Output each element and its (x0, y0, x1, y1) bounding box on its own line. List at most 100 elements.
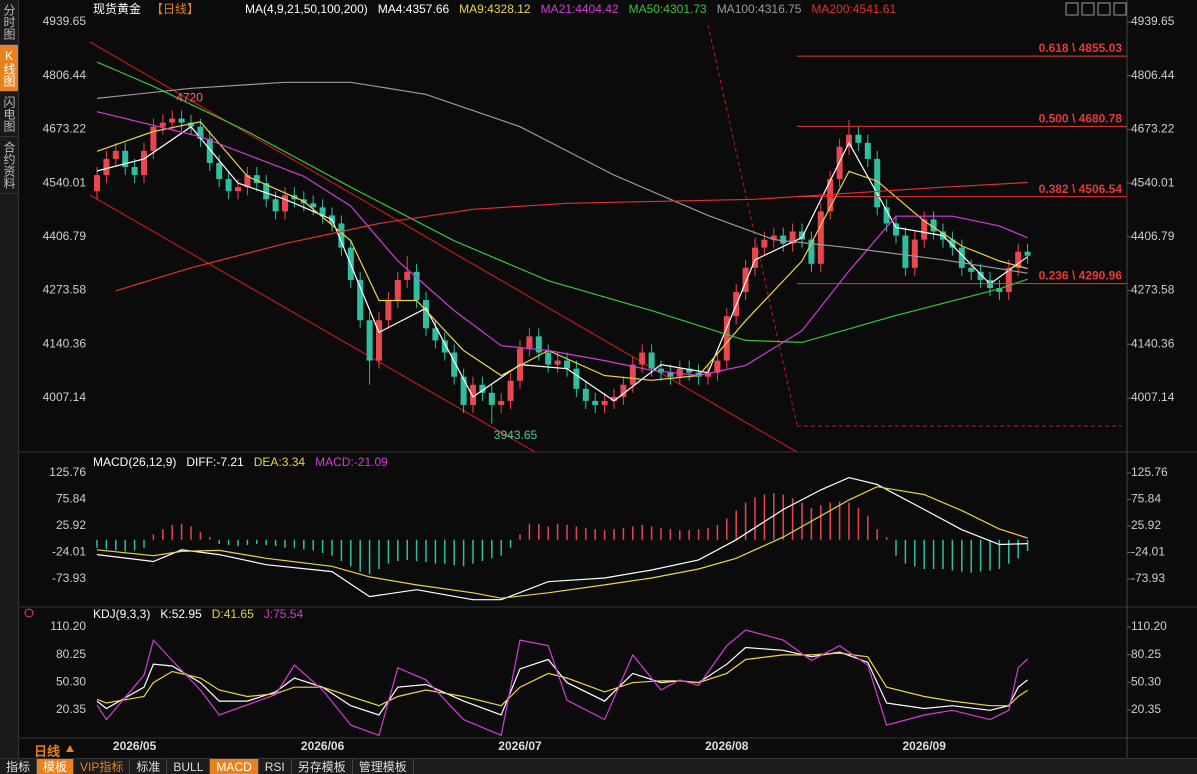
y-tick-label: 4673.22 (43, 122, 87, 136)
tool-button[interactable]: 管理模板 (353, 759, 414, 774)
candle-body (789, 231, 796, 244)
tab[interactable]: K线图 (0, 45, 18, 92)
legend-label: J:75.54 (264, 607, 304, 621)
candle-body (357, 279, 364, 321)
tool-button[interactable]: VIP指标 (74, 759, 131, 774)
candle-body (893, 223, 899, 236)
arrow-icon (66, 745, 74, 752)
line (96, 121, 1028, 381)
candle-body (338, 223, 345, 248)
candle-body (263, 183, 270, 200)
line (96, 81, 1028, 274)
icon[interactable] (1097, 2, 1111, 16)
candle-body (498, 400, 505, 405)
candle-body (423, 300, 429, 329)
candle-body (526, 336, 533, 349)
y-tick-label: 20.35 (56, 702, 86, 716)
legend-label: 现货黄金 (93, 1, 141, 16)
y-tick-label: -24.01 (52, 545, 86, 559)
period-label[interactable]: 日线 (34, 744, 61, 759)
chart: 4939.65 4939.65 4806.44 4806.44 4673.22 4673.… (18, 0, 1197, 758)
candle-body (507, 380, 514, 401)
tool-button[interactable]: MACD (210, 759, 259, 774)
candle-body (319, 207, 326, 216)
legend-label: K:52.95 (160, 607, 202, 621)
candle-body (902, 235, 909, 268)
candle-body (874, 158, 881, 208)
candle-body (629, 364, 636, 385)
line (96, 629, 1029, 737)
candle-body (601, 400, 608, 405)
icon (24, 608, 34, 618)
icon[interactable] (1081, 2, 1095, 16)
legend-label: MA100:4316.75 (717, 2, 802, 16)
candle-body (808, 239, 815, 264)
candle-body (958, 247, 965, 268)
line (96, 646, 1028, 716)
line (96, 61, 1028, 344)
low-annotation: 3943.65 (494, 428, 538, 442)
line (115, 181, 1028, 292)
candle-body (770, 235, 777, 240)
tab[interactable]: 闪电图 (0, 92, 18, 137)
y-tick-label: 125.76 (49, 465, 86, 479)
sidebar: 分时图 K线图 闪电图 合约资料 (0, 0, 19, 758)
candle-body (188, 122, 194, 127)
y-tick-label: 4273.58 (43, 283, 87, 297)
candle-body (799, 231, 805, 240)
y-tick-label: 4406.79 (1131, 229, 1175, 243)
y-tick-label: 4540.01 (1131, 175, 1175, 189)
y-tick-label: 4007.14 (43, 390, 87, 404)
candle-body (846, 134, 852, 147)
tool-button[interactable]: 标准 (130, 759, 168, 774)
tool-button[interactable]: 另存模板 (292, 759, 353, 774)
y-tick-label: 50.30 (1131, 675, 1161, 689)
candle-body (178, 118, 185, 123)
legend-label: DEA:3.34 (254, 455, 306, 469)
y-tick-label: 4939.65 (1131, 14, 1175, 28)
candle-body (545, 352, 552, 365)
candle-body (103, 158, 110, 176)
tab[interactable]: 合约资料 (0, 137, 18, 194)
y-tick-label: 4806.44 (43, 68, 87, 82)
candle-body (977, 271, 984, 280)
candle-body (150, 126, 157, 151)
legend-label: DIFF:-7.21 (186, 455, 244, 469)
toolbar-icons[interactable] (1065, 2, 1127, 16)
line (96, 652, 1028, 707)
candle-body (451, 352, 458, 377)
x-tick-label: 2026/05 (113, 739, 157, 753)
candle-body (394, 279, 401, 301)
candle-body (1015, 251, 1022, 268)
line (96, 486, 1028, 599)
candle-body (714, 360, 721, 373)
candle-body (752, 247, 758, 268)
legend-label: KDJ(9,3,3) (93, 607, 150, 621)
tool-button[interactable]: 模板 (37, 759, 75, 774)
candle-body (667, 372, 674, 377)
legend-label: MACD(26,12,9) (93, 455, 176, 469)
candle-body (432, 328, 439, 341)
candle-body (1024, 251, 1031, 256)
candle-body (112, 150, 119, 159)
tool-button[interactable]: 指标 (0, 759, 38, 774)
candle-body (676, 368, 683, 377)
icon[interactable] (1065, 2, 1079, 16)
candle-body (253, 175, 260, 184)
candle-body (470, 384, 476, 405)
legend-label: MACD:-21.09 (315, 455, 388, 469)
x-tick-label: 2026/09 (903, 739, 947, 753)
candle-body (141, 150, 147, 176)
candle-body (686, 368, 693, 373)
candle-body (554, 360, 561, 365)
tab[interactable]: 分时图 (0, 0, 18, 45)
trend-line (707, 24, 798, 426)
candle-body (921, 219, 928, 240)
candle-body (742, 267, 749, 293)
candle-body (479, 384, 486, 393)
icon[interactable] (1113, 2, 1127, 16)
tool-button[interactable]: RSI (259, 759, 292, 774)
trend-line (89, 41, 798, 453)
level-label: 0.500 \ 4680.78 (1039, 112, 1123, 126)
tool-button[interactable]: BULL (167, 759, 211, 774)
